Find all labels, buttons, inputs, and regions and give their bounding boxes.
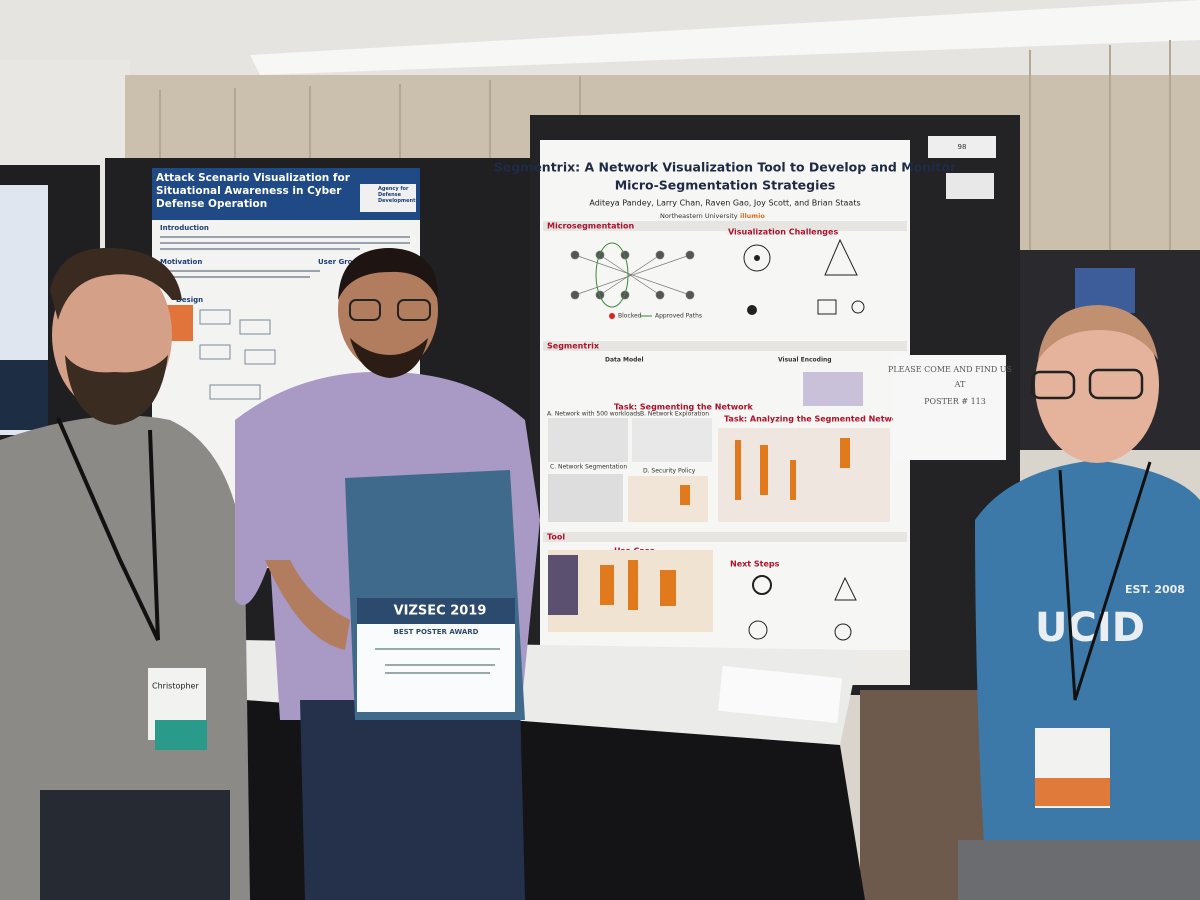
award-title: BEST POSTER AWARD [393, 628, 478, 636]
section-heading: Next Steps [730, 560, 780, 569]
matrix-cells-dark [548, 555, 578, 615]
affiliation: illumio [740, 212, 765, 220]
section-heading: Task: Analyzing the Segmented Network [724, 415, 907, 424]
person-middle-hair [338, 248, 439, 300]
section-heading: Introduction [160, 224, 209, 232]
next-steps-icons [748, 575, 857, 641]
person-middle-face [338, 248, 438, 372]
person-right-pants [958, 840, 1200, 900]
matrix-panels [548, 372, 890, 632]
blocked-icon [609, 313, 615, 319]
person-middle-arm [265, 560, 350, 650]
section-heading: User Groups [318, 258, 367, 266]
agency-logo [360, 184, 416, 212]
poster-number: 98 [958, 143, 967, 151]
badge-name: Christopher [152, 682, 199, 691]
person-middle-beard [350, 338, 428, 378]
certificate-text [375, 648, 500, 674]
badge-ribbon [1035, 778, 1110, 806]
poster-authors: Aditeya Pandey, Larry Chan, Raven Gao, J… [589, 199, 860, 208]
lanyard [1058, 461, 1152, 701]
section-heading: Data Model [605, 357, 644, 364]
lanyard [56, 417, 160, 641]
panel-label: C. Network Segmentation [550, 464, 627, 471]
note-paper [893, 355, 1006, 460]
panel-label: D. Security Policy [643, 468, 696, 475]
board-label [946, 173, 994, 199]
left-poster-title: Attack Scenario Visualization for Situat… [156, 172, 350, 210]
poster-image [0, 360, 48, 430]
award-event: VIZSEC 2019 [394, 604, 487, 619]
shirt-text: EST. 2008 [1125, 583, 1185, 596]
section-heading: Motivation [160, 258, 202, 266]
shirt-text: UCID [1035, 605, 1145, 651]
person-right-hair [1038, 305, 1158, 360]
person-left-hair [50, 247, 182, 320]
section-heading: Segmentrix [547, 342, 600, 351]
number-card [928, 136, 996, 158]
note-text: POSTER # 113 [924, 397, 986, 406]
person-middle-jeans [300, 700, 525, 900]
section-heading: Visual Encoding [778, 357, 832, 364]
section-heading: Tool [547, 533, 565, 542]
section-heading: Task: Segmenting the Network [614, 403, 754, 412]
left-poster-title-box: Attack Scenario Visualization for Situat… [156, 172, 350, 210]
poster-title: Micro-Segmentation Strategies [615, 178, 836, 193]
left-poster-diagram [199, 309, 276, 400]
challenge-icons [743, 238, 865, 315]
agency-box: Agency for Defense Development [378, 186, 416, 204]
left-poster-text [160, 236, 410, 278]
legend-label: Approved Paths [655, 313, 702, 320]
person-left-sweater [0, 415, 250, 900]
paper-on-table [718, 665, 843, 724]
certificate-header [357, 598, 515, 624]
section-heading: Microsegmentation [547, 222, 635, 231]
person-left-beard [65, 355, 168, 425]
note-text: PLEASE COME AND FIND US [888, 365, 1012, 374]
panel-label: A. Network with 500 workloads [547, 411, 640, 418]
poster-title: Segmentrix: A Network Visualization Tool… [494, 160, 957, 175]
agency-name: Agency for Defense Development [378, 186, 416, 204]
poster-section-bars [543, 221, 907, 542]
note-text: AT [954, 380, 966, 389]
section-heading: Design [176, 296, 203, 304]
glasses [349, 299, 431, 321]
affiliation: Northeastern University [660, 212, 738, 220]
badge-ribbon [155, 720, 207, 750]
glasses [1030, 368, 1144, 400]
section-heading: Visualization Challenges [728, 228, 838, 237]
matrix-cells [600, 438, 850, 610]
segment-outline [595, 242, 629, 308]
person-right-face [1035, 307, 1159, 463]
person-left-jeans [40, 790, 230, 900]
panel-label: B. Network Exploration [640, 411, 709, 418]
light-strip [250, 0, 1200, 75]
legend-label: Blocked [618, 313, 642, 320]
